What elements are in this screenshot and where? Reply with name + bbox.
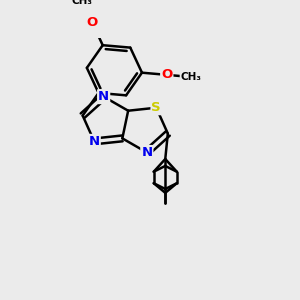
Text: CH₃: CH₃: [71, 0, 92, 6]
Text: N: N: [89, 135, 100, 148]
Text: O: O: [87, 16, 98, 29]
Text: O: O: [161, 68, 172, 81]
Text: N: N: [98, 90, 109, 103]
Text: N: N: [141, 146, 152, 159]
Text: S: S: [152, 101, 161, 114]
Text: CH₃: CH₃: [181, 72, 202, 82]
